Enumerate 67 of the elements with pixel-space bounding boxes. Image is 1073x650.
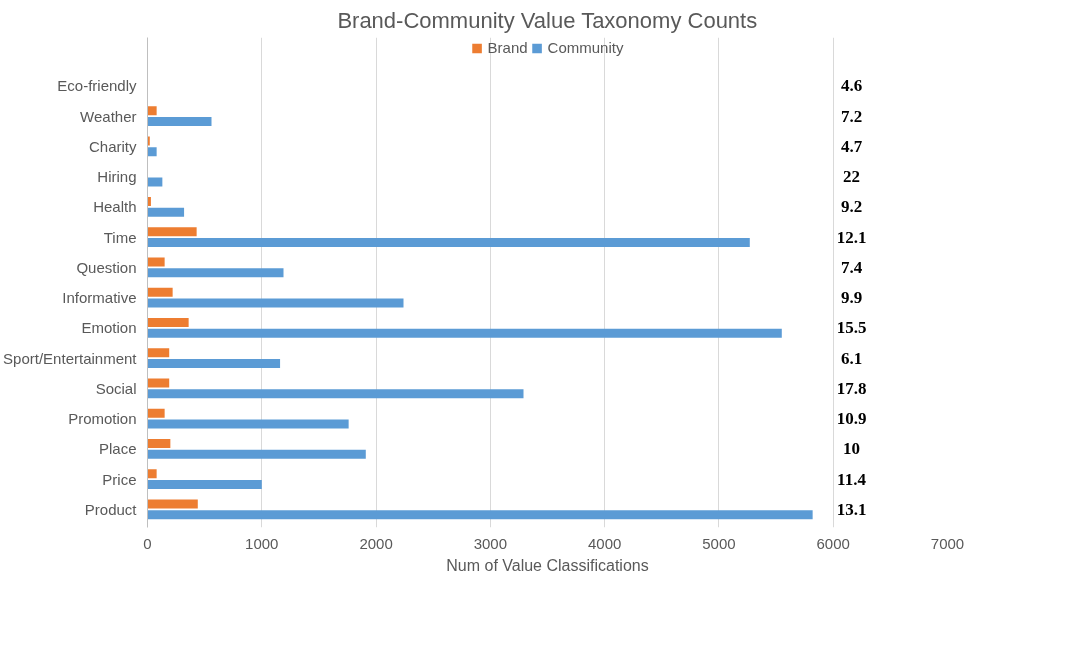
annotation: 4.7 xyxy=(840,136,863,156)
y-tick-label: Eco-friendly xyxy=(57,77,137,95)
annotation: 7.2 xyxy=(840,106,863,126)
bar xyxy=(147,439,171,449)
annotation: 22 xyxy=(843,167,860,187)
legend-label: Community xyxy=(547,39,624,56)
y-tick-label: Product xyxy=(84,500,138,518)
x-tick-label: 5000 xyxy=(702,534,736,552)
y-tick-label: Charity xyxy=(88,137,137,155)
y-tick-label: Hiring xyxy=(97,168,137,186)
bar xyxy=(147,237,750,247)
y-tick-label: Weather xyxy=(80,107,137,125)
bar xyxy=(147,227,197,237)
x-tick-label: 2000 xyxy=(359,534,393,552)
bar xyxy=(147,408,165,418)
annotation: 10 xyxy=(843,439,860,459)
y-tick-label: Informative xyxy=(62,289,137,307)
x-axis-title: Num of Value Classifications xyxy=(446,556,649,574)
y-tick-label: Place xyxy=(98,440,137,458)
annotation: 7.4 xyxy=(840,257,863,277)
bar xyxy=(147,177,163,187)
bar xyxy=(147,378,170,388)
x-tick-label: 3000 xyxy=(473,534,508,552)
y-tick-label: Health xyxy=(93,198,137,216)
annotation: 9.9 xyxy=(840,288,863,308)
bar xyxy=(147,449,366,459)
x-tick-label: 0 xyxy=(143,534,152,552)
annotation: 4.6 xyxy=(840,76,863,96)
bar xyxy=(147,147,157,157)
bar xyxy=(147,510,813,520)
bar xyxy=(147,499,198,509)
annotation: 9.2 xyxy=(840,197,863,217)
bar xyxy=(147,207,185,217)
annotation: 11.4 xyxy=(837,469,867,489)
bar xyxy=(147,287,173,297)
bar xyxy=(147,298,404,308)
y-tick-label: Time xyxy=(103,228,137,246)
bar xyxy=(147,268,284,278)
bar xyxy=(147,389,524,399)
bar xyxy=(147,328,782,338)
bar xyxy=(147,318,189,328)
chart-title: Brand-Community Value Taxonomy Counts xyxy=(337,7,758,33)
y-tick-label: Price xyxy=(102,470,137,488)
annotation: 13.1 xyxy=(836,499,867,519)
annotation: 15.5 xyxy=(836,318,867,338)
y-tick-label: Question xyxy=(76,258,137,276)
bar xyxy=(147,419,349,429)
bar xyxy=(147,116,212,126)
x-tick-label: 6000 xyxy=(816,534,850,552)
annotation: 17.8 xyxy=(836,378,867,398)
bar xyxy=(147,358,281,368)
x-tick-label: 4000 xyxy=(587,534,622,552)
bar xyxy=(147,469,157,479)
annotation: 12.1 xyxy=(836,227,867,247)
bar xyxy=(147,348,170,358)
y-tick-label: Social xyxy=(95,379,137,397)
legend-label: Brand xyxy=(487,39,528,56)
bar xyxy=(147,479,262,489)
y-tick-label: Emotion xyxy=(81,319,137,337)
bar xyxy=(147,106,157,116)
y-tick-label: Promotion xyxy=(68,410,137,428)
annotation: 6.1 xyxy=(840,348,863,368)
annotation: 10.9 xyxy=(836,409,867,429)
y-tick-label: Sport/Entertainment xyxy=(3,349,138,367)
x-tick-label: 1000 xyxy=(245,534,279,552)
bar xyxy=(147,257,165,267)
x-tick-label: 7000 xyxy=(930,534,965,552)
